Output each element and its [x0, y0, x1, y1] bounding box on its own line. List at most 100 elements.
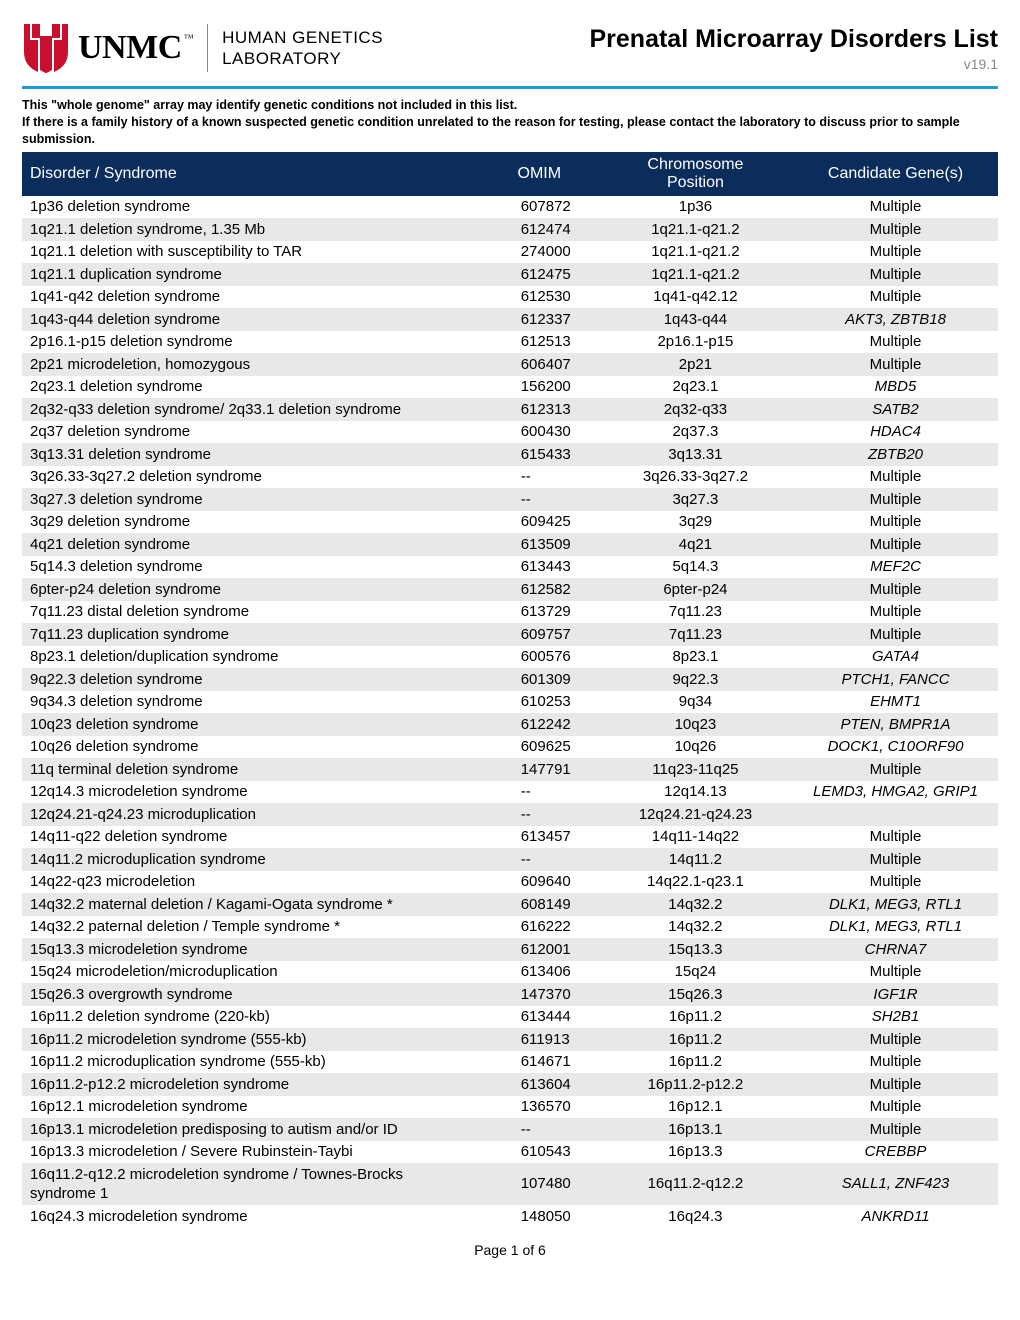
cell-gene: Multiple [793, 871, 998, 894]
cell-omim: -- [481, 848, 598, 871]
cell-chrom: 2q32-q33 [598, 398, 793, 421]
cell-chrom: 15q13.3 [598, 938, 793, 961]
cell-omim: 156200 [481, 376, 598, 399]
cell-disorder: 5q14.3 deletion syndrome [22, 556, 481, 579]
cell-chrom: 9q22.3 [598, 668, 793, 691]
table-header: Disorder / Syndrome OMIM ChromosomePosit… [22, 152, 998, 196]
cell-gene: Multiple [793, 623, 998, 646]
vertical-divider [207, 24, 208, 72]
cell-disorder: 16p12.1 microdeletion syndrome [22, 1096, 481, 1119]
cell-gene: Multiple [793, 1051, 998, 1074]
cell-omim: -- [481, 466, 598, 489]
table-row: 9q34.3 deletion syndrome6102539q34EHMT1 [22, 691, 998, 714]
cell-omim: 613604 [481, 1073, 598, 1096]
cell-disorder: 16p13.1 microdeletion predisposing to au… [22, 1118, 481, 1141]
cell-gene: GATA4 [793, 646, 998, 669]
cell-gene: Multiple [793, 353, 998, 376]
cell-gene: SATB2 [793, 398, 998, 421]
table-row: 16p11.2 deletion syndrome (220-kb)613444… [22, 1006, 998, 1029]
cell-gene: DLK1, MEG3, RTL1 [793, 893, 998, 916]
cell-gene: EHMT1 [793, 691, 998, 714]
cell-chrom: 8p23.1 [598, 646, 793, 669]
cell-disorder: 3q26.33-3q27.2 deletion syndrome [22, 466, 481, 489]
cell-omim: 147370 [481, 983, 598, 1006]
cell-omim: 615433 [481, 443, 598, 466]
table-row: 1q21.1 deletion syndrome, 1.35 Mb6124741… [22, 218, 998, 241]
table-row: 9q22.3 deletion syndrome6013099q22.3PTCH… [22, 668, 998, 691]
cell-gene: Multiple [793, 601, 998, 624]
cell-omim: 613443 [481, 556, 598, 579]
cell-disorder: 1q21.1 deletion with susceptibility to T… [22, 241, 481, 264]
cell-gene: MEF2C [793, 556, 998, 579]
cell-gene: DOCK1, C10ORF90 [793, 736, 998, 759]
cell-gene: IGF1R [793, 983, 998, 1006]
cell-chrom: 3q27.3 [598, 488, 793, 511]
table-row: 5q14.3 deletion syndrome6134435q14.3MEF2… [22, 556, 998, 579]
cell-disorder: 1p36 deletion syndrome [22, 196, 481, 219]
cell-chrom: 4q21 [598, 533, 793, 556]
cell-disorder: 2q32-q33 deletion syndrome/ 2q33.1 delet… [22, 398, 481, 421]
cell-gene: Multiple [793, 263, 998, 286]
page-header: UNMC ™ HUMAN GENETICS LABORATORY Prenata… [22, 22, 998, 86]
cell-chrom: 3q29 [598, 511, 793, 534]
org-name-text: UNMC [78, 29, 182, 67]
cell-chrom: 1q41-q42.12 [598, 286, 793, 309]
cell-gene [793, 803, 998, 826]
cell-gene: Multiple [793, 1073, 998, 1096]
cell-disorder: 1q43-q44 deletion syndrome [22, 308, 481, 331]
cell-disorder: 2q37 deletion syndrome [22, 421, 481, 444]
cell-chrom: 15q26.3 [598, 983, 793, 1006]
cell-chrom: 16p13.3 [598, 1141, 793, 1164]
table-row: 14q32.2 maternal deletion / Kagami-Ogata… [22, 893, 998, 916]
cell-disorder: 9q34.3 deletion syndrome [22, 691, 481, 714]
cell-disorder: 16p11.2-p12.2 microdeletion syndrome [22, 1073, 481, 1096]
cell-chrom: 16q11.2-q12.2 [598, 1163, 793, 1205]
cell-omim: 612530 [481, 286, 598, 309]
cell-chrom: 10q23 [598, 713, 793, 736]
cell-gene: Multiple [793, 511, 998, 534]
cell-disorder: 4q21 deletion syndrome [22, 533, 481, 556]
cell-gene: Multiple [793, 1096, 998, 1119]
table-row: 1q43-q44 deletion syndrome6123371q43-q44… [22, 308, 998, 331]
cell-chrom: 9q34 [598, 691, 793, 714]
cell-disorder: 15q26.3 overgrowth syndrome [22, 983, 481, 1006]
cell-chrom: 14q22.1-q23.1 [598, 871, 793, 894]
table-row: 16p12.1 microdeletion syndrome13657016p1… [22, 1096, 998, 1119]
cell-omim: 136570 [481, 1096, 598, 1119]
cell-gene: PTEN, BMPR1A [793, 713, 998, 736]
cell-omim: 612337 [481, 308, 598, 331]
cell-omim: 611913 [481, 1028, 598, 1051]
table-row: 14q22-q23 microdeletion60964014q22.1-q23… [22, 871, 998, 894]
header-left: UNMC ™ HUMAN GENETICS LABORATORY [22, 22, 383, 74]
cell-gene: Multiple [793, 826, 998, 849]
cell-chrom: 10q26 [598, 736, 793, 759]
table-row: 14q11.2 microduplication syndrome--14q11… [22, 848, 998, 871]
cell-omim: 610253 [481, 691, 598, 714]
cell-gene: Multiple [793, 241, 998, 264]
cell-omim: 609757 [481, 623, 598, 646]
table-row: 7q11.23 duplication syndrome6097577q11.2… [22, 623, 998, 646]
table-row: 2q23.1 deletion syndrome1562002q23.1MBD5 [22, 376, 998, 399]
cell-gene: Multiple [793, 331, 998, 354]
cell-gene: Multiple [793, 196, 998, 219]
cell-disorder: 15q24 microdeletion/microduplication [22, 961, 481, 984]
cell-disorder: 2q23.1 deletion syndrome [22, 376, 481, 399]
cell-omim: 613444 [481, 1006, 598, 1029]
table-row: 1q21.1 deletion with susceptibility to T… [22, 241, 998, 264]
cell-omim: 612475 [481, 263, 598, 286]
cell-omim: -- [481, 488, 598, 511]
cell-chrom: 16p11.2 [598, 1006, 793, 1029]
cell-gene: SALL1, ZNF423 [793, 1163, 998, 1205]
cell-chrom: 14q11-14q22 [598, 826, 793, 849]
cell-gene: Multiple [793, 488, 998, 511]
table-row: 1q41-q42 deletion syndrome6125301q41-q42… [22, 286, 998, 309]
table-row: 16q11.2-q12.2 microdeletion syndrome / T… [22, 1163, 998, 1205]
trademark-icon: ™ [184, 33, 193, 44]
cell-disorder: 1q21.1 duplication syndrome [22, 263, 481, 286]
table-row: 2p21 microdeletion, homozygous6064072p21… [22, 353, 998, 376]
cell-chrom: 14q11.2 [598, 848, 793, 871]
cell-chrom: 16p13.1 [598, 1118, 793, 1141]
table-row: 14q11-q22 deletion syndrome61345714q11-1… [22, 826, 998, 849]
table-row: 16p13.1 microdeletion predisposing to au… [22, 1118, 998, 1141]
table-row: 12q14.3 microdeletion syndrome--12q14.13… [22, 781, 998, 804]
